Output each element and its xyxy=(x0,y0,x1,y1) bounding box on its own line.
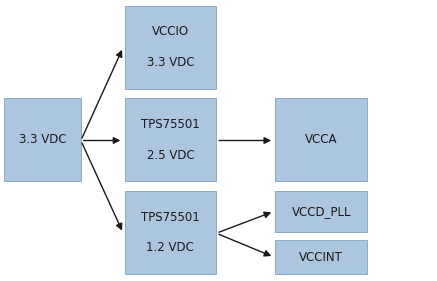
FancyBboxPatch shape xyxy=(275,191,367,232)
Text: 3.3 VDC: 3.3 VDC xyxy=(147,56,194,69)
Text: TPS75501: TPS75501 xyxy=(141,118,200,131)
FancyBboxPatch shape xyxy=(125,98,216,181)
FancyBboxPatch shape xyxy=(4,98,81,181)
Text: VCCD_PLL: VCCD_PLL xyxy=(291,205,351,218)
FancyBboxPatch shape xyxy=(275,98,367,181)
FancyBboxPatch shape xyxy=(125,191,216,274)
Text: VCCA: VCCA xyxy=(305,133,337,146)
Text: TPS75501: TPS75501 xyxy=(141,210,200,224)
FancyBboxPatch shape xyxy=(125,6,216,89)
Text: VCCIO: VCCIO xyxy=(152,25,189,38)
Text: 3.3 VDC: 3.3 VDC xyxy=(19,133,66,146)
FancyBboxPatch shape xyxy=(275,240,367,274)
Text: 2.5 VDC: 2.5 VDC xyxy=(146,149,194,162)
Text: VCCINT: VCCINT xyxy=(299,251,343,264)
Text: 1.2 VDC: 1.2 VDC xyxy=(146,241,194,255)
